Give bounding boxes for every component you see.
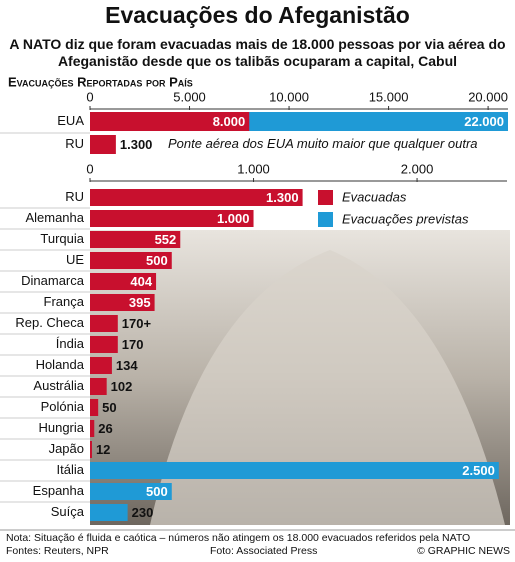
annotation: Ponte aérea dos EUA muito maior que qual… — [168, 136, 478, 151]
title: Evacuações do Afeganistão — [105, 2, 410, 28]
category-label: Suíça — [51, 504, 85, 519]
value-label: 552 — [155, 232, 177, 247]
value-label: 102 — [111, 379, 133, 394]
value-label: 12 — [96, 442, 110, 457]
category-label: Hungria — [38, 420, 84, 435]
bar — [90, 112, 250, 131]
category-label: RU — [65, 189, 84, 204]
value-label: 1.000 — [217, 211, 250, 226]
legend-swatch — [318, 212, 333, 227]
value-label: 230 — [132, 505, 154, 520]
category-label: França — [44, 294, 85, 309]
footer-note: Nota: Situação é fluida e caótica – núme… — [6, 532, 470, 544]
bar — [90, 378, 107, 395]
bar — [90, 294, 155, 311]
category-label: Espanha — [33, 483, 85, 498]
photo-detail — [150, 250, 505, 525]
x-tick-label: 20.000 — [468, 89, 508, 104]
bar — [90, 210, 254, 227]
category-label: Austrália — [33, 378, 84, 393]
x-tick-label: 1.000 — [237, 161, 270, 176]
x-tick-label: 2.000 — [401, 161, 434, 176]
category-label: Alemanha — [25, 210, 84, 225]
category-label: Polónia — [41, 399, 85, 414]
bar — [90, 135, 116, 154]
plot — [90, 112, 508, 154]
x-tick-label: 5.000 — [173, 89, 206, 104]
bar — [90, 357, 112, 374]
bar — [90, 252, 172, 269]
subtitle: A NATO diz que foram evacuadas mais de 1… — [9, 36, 506, 69]
category-label: RU — [65, 136, 84, 151]
x-tick-label: 0 — [86, 89, 93, 104]
legend-label: Evacuações previstas — [342, 211, 469, 226]
x-tick-label: 10.000 — [269, 89, 309, 104]
bar — [90, 483, 172, 500]
value-label: 1.300 — [266, 190, 299, 205]
value-label: 50 — [102, 400, 116, 415]
category-label: Turquia — [40, 231, 84, 246]
category-label: Japão — [49, 441, 84, 456]
bar — [90, 399, 99, 416]
category-label: UE — [66, 252, 84, 267]
value-label: 170 — [122, 337, 144, 352]
value-label: 404 — [130, 274, 152, 289]
value-label: 22.000 — [464, 114, 504, 129]
category-label: Índia — [56, 336, 85, 351]
footer-copyright: © GRAPHIC NEWS — [417, 545, 510, 557]
value-label: 8.000 — [213, 114, 246, 129]
footer-photo: Foto: Associated Press — [210, 545, 317, 557]
bar — [90, 420, 95, 437]
bar — [90, 462, 499, 479]
bar — [90, 336, 118, 353]
value-label: 26 — [98, 421, 112, 436]
x-tick-label: 15.000 — [369, 89, 409, 104]
value-label: 395 — [129, 295, 151, 310]
category-label: Dinamarca — [21, 273, 85, 288]
bar — [90, 189, 303, 206]
bar — [90, 441, 92, 458]
footer-sources: Fontes: Reuters, NPR — [6, 545, 109, 557]
bar — [90, 231, 181, 248]
bar — [90, 315, 118, 332]
value-label: 170+ — [122, 316, 152, 331]
value-label: 2.500 — [462, 463, 495, 478]
value-label: 134 — [116, 358, 138, 373]
value-label: 1.300 — [120, 137, 153, 152]
value-label: 500 — [146, 484, 168, 499]
section-label: Evacuações Reportadas por País — [8, 74, 193, 89]
legend-label: Evacuadas — [342, 189, 407, 204]
category-label: EUA — [57, 113, 84, 128]
category-label: Holanda — [36, 357, 85, 372]
bar — [90, 273, 157, 290]
x-tick-label: 0 — [86, 161, 93, 176]
value-label: 500 — [146, 253, 168, 268]
category-label: Rep. Checa — [15, 315, 84, 330]
plot — [90, 189, 499, 521]
legend-swatch — [318, 190, 333, 205]
bar — [90, 504, 128, 521]
category-label: Itália — [57, 462, 85, 477]
